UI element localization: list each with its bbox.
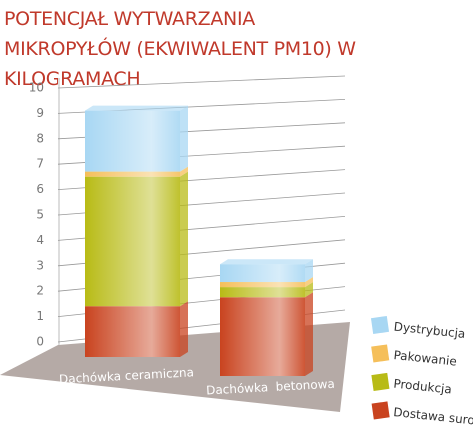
- y-tick-label: 2: [36, 284, 44, 298]
- bar-top: [85, 105, 188, 111]
- bar-side: [180, 105, 188, 172]
- legend-label: Produkcja: [393, 377, 453, 397]
- bar-shine: [85, 110, 180, 358]
- back-wall-edge: [58, 78, 60, 345]
- y-tick-label: 3: [36, 258, 44, 272]
- legend-swatch: [371, 344, 390, 363]
- y-tick-label: 8: [36, 131, 44, 145]
- bar-side: [180, 166, 188, 177]
- legend-label: Dystrybucja: [393, 320, 466, 341]
- y-tick-label: 5: [36, 208, 44, 222]
- bar-side: [305, 259, 313, 283]
- chart-title: POTENCJAŁ WYTWARZANIA MIKROPYŁÓW (EKWIWA…: [4, 8, 356, 90]
- y-tick-label: 7: [36, 157, 44, 171]
- legend-label: Pakowanie: [393, 348, 458, 369]
- bar-shine: [220, 264, 305, 376]
- y-tick-label: 9: [36, 106, 44, 120]
- legend-label: Dostawa surowców: [393, 405, 473, 431]
- bar-side: [305, 292, 313, 376]
- legend-swatch: [370, 315, 390, 335]
- legend-swatch: [371, 372, 390, 392]
- y-tick-label: 6: [36, 182, 44, 196]
- grid-line: [57, 75, 346, 89]
- y-tick-label: 1: [36, 309, 44, 323]
- bar-side: [305, 277, 313, 288]
- bar-side: [180, 171, 188, 307]
- y-tick-label: 0: [36, 335, 44, 349]
- y-tick-label: 10: [29, 81, 44, 95]
- x-tick-label: Dachówka betonowa: [206, 377, 335, 398]
- bar-top: [220, 259, 313, 265]
- bar-side: [180, 301, 188, 357]
- bar-side: [305, 282, 313, 298]
- y-tick-label: 4: [36, 233, 44, 247]
- legend-swatch: [371, 401, 390, 420]
